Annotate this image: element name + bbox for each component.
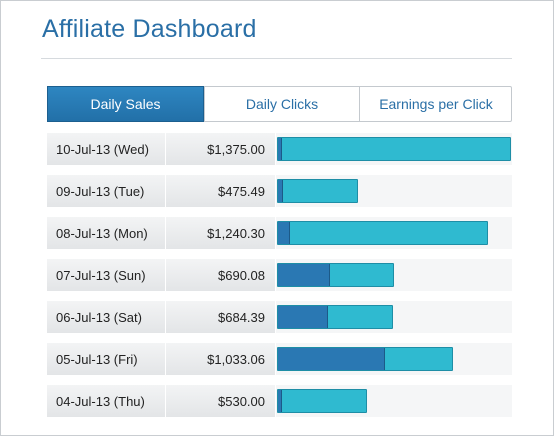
sales-bar-segment bbox=[278, 306, 328, 328]
sales-bar-segment bbox=[278, 348, 385, 370]
sales-bar bbox=[277, 347, 453, 371]
sales-bar bbox=[277, 221, 488, 245]
sales-row: 04-Jul-13 (Thu) $530.00 bbox=[47, 385, 512, 417]
tab-bar: Daily Sales Daily Clicks Earnings per Cl… bbox=[47, 86, 512, 122]
sales-amount: $684.39 bbox=[166, 301, 276, 333]
tab-earnings-per-click[interactable]: Earnings per Click bbox=[359, 87, 512, 121]
sales-bar-track bbox=[276, 175, 512, 207]
sales-list: 10-Jul-13 (Wed) $1,375.00 09-Jul-13 (Tue) $… bbox=[47, 133, 512, 427]
sales-bar-track bbox=[276, 301, 512, 333]
sales-bar-segment bbox=[278, 138, 282, 160]
sales-date: 06-Jul-13 (Sat) bbox=[47, 301, 166, 333]
sales-bar bbox=[277, 389, 367, 413]
sales-bar-track bbox=[276, 259, 512, 291]
tab-daily-sales[interactable]: Daily Sales bbox=[47, 86, 204, 122]
sales-bar bbox=[277, 137, 511, 161]
sales-amount: $1,375.00 bbox=[166, 133, 276, 165]
sales-bar-track bbox=[276, 385, 512, 417]
sales-amount: $690.08 bbox=[166, 259, 276, 291]
sales-bar bbox=[277, 263, 394, 287]
sales-amount: $475.49 bbox=[166, 175, 276, 207]
sales-bar bbox=[277, 179, 358, 203]
sales-date: 04-Jul-13 (Thu) bbox=[47, 385, 166, 417]
title-divider bbox=[41, 58, 512, 59]
sales-date: 05-Jul-13 (Fri) bbox=[47, 343, 166, 375]
sales-bar-segment bbox=[278, 390, 282, 412]
sales-row: 10-Jul-13 (Wed) $1,375.00 bbox=[47, 133, 512, 165]
sales-bar-track bbox=[276, 343, 512, 375]
sales-amount: $1,033.06 bbox=[166, 343, 276, 375]
sales-bar-segment bbox=[278, 264, 330, 286]
sales-date: 07-Jul-13 (Sun) bbox=[47, 259, 166, 291]
sales-bar-track bbox=[276, 217, 512, 249]
sales-date: 10-Jul-13 (Wed) bbox=[47, 133, 166, 165]
page-title: Affiliate Dashboard bbox=[42, 15, 257, 43]
sales-bar bbox=[277, 305, 393, 329]
sales-amount: $1,240.30 bbox=[166, 217, 276, 249]
sales-bar-track bbox=[276, 133, 512, 165]
sales-amount: $530.00 bbox=[166, 385, 276, 417]
sales-row: 07-Jul-13 (Sun) $690.08 bbox=[47, 259, 512, 291]
sales-row: 06-Jul-13 (Sat) $684.39 bbox=[47, 301, 512, 333]
sales-row: 05-Jul-13 (Fri) $1,033.06 bbox=[47, 343, 512, 375]
sales-bar-segment bbox=[278, 222, 290, 244]
sales-row: 08-Jul-13 (Mon) $1,240.30 bbox=[47, 217, 512, 249]
tab-daily-clicks[interactable]: Daily Clicks bbox=[204, 87, 359, 121]
sales-date: 09-Jul-13 (Tue) bbox=[47, 175, 166, 207]
sales-bar-segment bbox=[278, 180, 283, 202]
sales-date: 08-Jul-13 (Mon) bbox=[47, 217, 166, 249]
sales-row: 09-Jul-13 (Tue) $475.49 bbox=[47, 175, 512, 207]
